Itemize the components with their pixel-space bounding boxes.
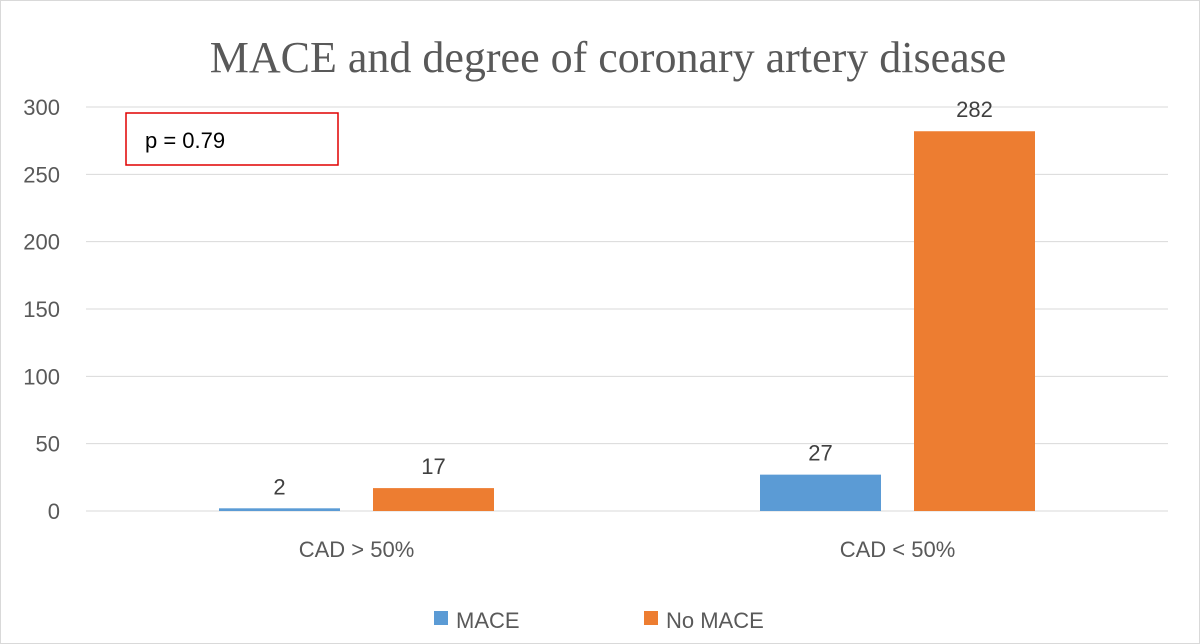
legend-swatch [434, 611, 448, 625]
y-tick-label: 50 [36, 432, 60, 457]
x-category-label: CAD > 50% [299, 537, 415, 562]
data-labels: 2 17 27 282 [273, 97, 992, 499]
y-tick-label: 200 [23, 230, 60, 255]
data-label: 17 [421, 454, 445, 479]
legend-swatch [644, 611, 658, 625]
legend: MACE No MACE [434, 608, 764, 633]
y-tick-label: 250 [23, 162, 60, 187]
legend-label: MACE [456, 608, 520, 633]
y-tick-label: 150 [23, 297, 60, 322]
bar-no-mace [914, 131, 1035, 512]
bar-mace [219, 508, 340, 511]
annotation-box: p = 0.79 [125, 112, 339, 166]
annotation-border [125, 112, 339, 166]
data-label: 282 [956, 97, 993, 122]
x-category-label: CAD < 50% [840, 537, 956, 562]
bar-no-mace [373, 488, 494, 511]
y-axis-ticks: 0 50 100 150 200 250 300 [23, 95, 60, 524]
y-tick-label: 100 [23, 364, 60, 389]
data-label: 27 [808, 441, 832, 466]
y-tick-label: 300 [23, 95, 60, 120]
y-tick-label: 0 [48, 499, 60, 524]
chart-title: MACE and degree of coronary artery disea… [210, 33, 1007, 82]
bar-mace [760, 474, 881, 511]
legend-label: No MACE [666, 608, 764, 633]
p-value-annotation: p = 0.79 [145, 128, 225, 153]
bars [219, 131, 1035, 512]
data-label: 2 [273, 474, 285, 499]
x-axis-categories: CAD > 50% CAD < 50% [299, 537, 956, 562]
